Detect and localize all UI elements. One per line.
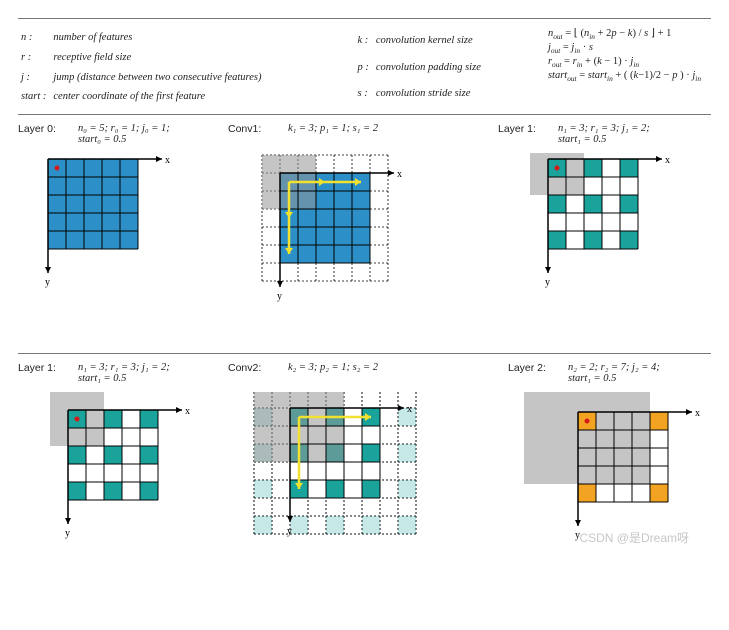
layer1-grid: xy xyxy=(498,153,708,297)
panel-conv1: Conv1: k₁ = 3; p₁ = 1; s₁ = 2 xy xyxy=(228,123,488,347)
panel-conv2: Conv2: k₂ = 3; p₂ = 1; s₂ = 2 xy xyxy=(228,362,498,618)
definitions-row: n :number of featuresr :receptive field … xyxy=(18,27,711,108)
layer1b-label: Layer 1: xyxy=(18,362,68,388)
svg-text:y: y xyxy=(65,528,70,539)
svg-text:x: x xyxy=(407,404,412,415)
layer0-grid: xy xyxy=(18,153,218,297)
rule-mid xyxy=(18,114,711,115)
panel-layer1: Layer 1: n₁ = 3; r₁ = 3; j₁ = 2;start₁ =… xyxy=(498,123,708,347)
panel-layer0: Layer 0: n₀ = 5; r₀ = 1; j₀ = 1;start₀ =… xyxy=(18,123,218,347)
conv1-grid: xy xyxy=(228,153,488,347)
svg-text:x: x xyxy=(665,155,670,166)
rule-bot xyxy=(18,353,711,354)
svg-text:y: y xyxy=(545,277,550,288)
conv2-label: Conv2: xyxy=(228,362,278,388)
layer1b-params: n₁ = 3; r₁ = 3; j₁ = 2;start₁ = 0.5 xyxy=(78,362,170,388)
layer0-params: n₀ = 5; r₀ = 1; j₀ = 1;start₀ = 0.5 xyxy=(78,123,170,149)
conv2-params: k₂ = 3; p₂ = 1; s₂ = 2 xyxy=(288,362,378,388)
watermark: CSDN @是Dream呀 xyxy=(579,529,689,546)
panel-layer1b: Layer 1: n₁ = 3; r₁ = 3; j₁ = 2;start₁ =… xyxy=(18,362,218,618)
layer1-params: n₁ = 3; r₁ = 3; j₁ = 2;start₁ = 0.5 xyxy=(558,123,650,149)
svg-text:y: y xyxy=(287,526,292,537)
layer1b-grid: xy xyxy=(18,392,218,548)
row-1: Layer 0: n₀ = 5; r₀ = 1; j₀ = 1;start₀ =… xyxy=(18,123,711,347)
svg-text:x: x xyxy=(397,169,402,180)
svg-text:x: x xyxy=(695,408,700,419)
svg-text:x: x xyxy=(165,155,170,166)
conv2-grid: xy xyxy=(228,392,498,618)
svg-text:y: y xyxy=(277,291,282,302)
panel-layer2: Layer 2: n₂ = 2; r₂ = 7; j₂ = 4;start₁ =… xyxy=(508,362,718,618)
conv1-label: Conv1: xyxy=(228,123,278,149)
svg-text:y: y xyxy=(45,277,50,288)
layer2-params: n₂ = 2; r₂ = 7; j₂ = 4;start₁ = 0.5 xyxy=(568,362,660,388)
row-2: Layer 1: n₁ = 3; r₁ = 3; j₁ = 2;start₁ =… xyxy=(18,362,711,618)
conv1-params: k₁ = 3; p₁ = 1; s₁ = 2 xyxy=(288,123,378,149)
layer1-label: Layer 1: xyxy=(498,123,548,149)
layer2-label: Layer 2: xyxy=(508,362,558,388)
layer0-label: Layer 0: xyxy=(18,123,68,149)
rule-top xyxy=(18,18,711,19)
layer2-grid: xy xyxy=(508,392,718,550)
defs-mid: k :convolution kernel sizep :convolution… xyxy=(354,27,483,108)
equations: nout = ⌊ (nin + 2p − k) / s ⌋ + 1 jout =… xyxy=(548,27,711,108)
svg-text:x: x xyxy=(185,406,190,417)
defs-left: n :number of featuresr :receptive field … xyxy=(18,27,264,108)
